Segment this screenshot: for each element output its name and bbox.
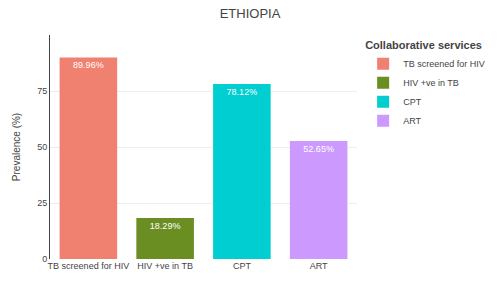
svg-text:ETHIOPIA: ETHIOPIA [220,6,281,21]
svg-text:Collaborative services: Collaborative services [365,39,482,51]
svg-text:50: 50 [37,142,47,152]
svg-text:CPT: CPT [233,261,252,271]
svg-text:ART: ART [310,261,328,271]
svg-text:75: 75 [37,86,47,96]
svg-text:18.29%: 18.29% [150,221,181,231]
svg-text:CPT: CPT [403,97,422,107]
svg-text:HIV +ve in TB: HIV +ve in TB [137,261,193,271]
svg-text:HIV +ve in TB: HIV +ve in TB [403,78,459,88]
svg-text:0: 0 [42,254,47,264]
svg-text:ART: ART [403,116,421,126]
svg-text:89.96%: 89.96% [73,60,104,70]
svg-text:TB screened for HIV: TB screened for HIV [403,59,485,69]
svg-text:78.12%: 78.12% [227,87,258,97]
svg-text:25: 25 [37,198,47,208]
svg-text:Prevalence (%): Prevalence (%) [11,113,22,181]
svg-text:TB screened for HIV: TB screened for HIV [48,261,130,271]
svg-text:52.65%: 52.65% [303,144,334,154]
